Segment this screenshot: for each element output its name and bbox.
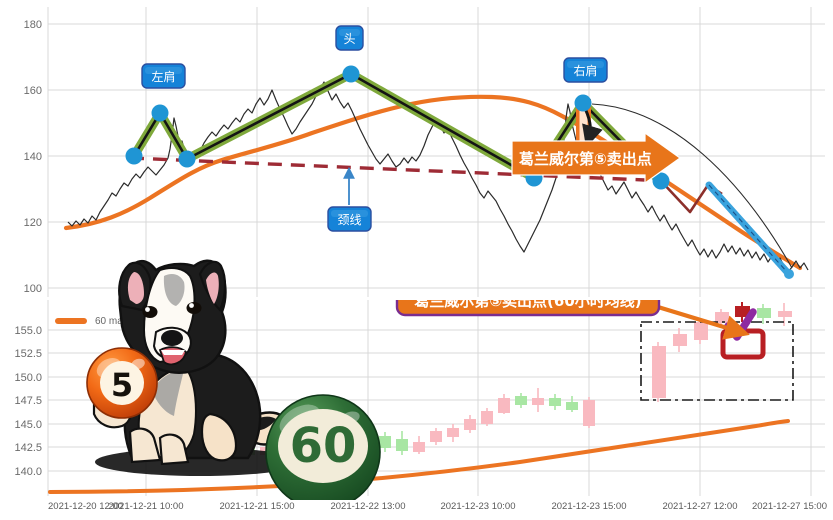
candle xyxy=(498,394,510,414)
upper-pattern-chart: 180 160 140 120 100 xyxy=(24,7,825,297)
tag-left-shoulder: 左肩 xyxy=(141,63,186,89)
dog-shoulder-patch xyxy=(152,370,184,416)
projection-arc xyxy=(591,103,793,269)
x-axis-labels: 2021-12-20 12:00 2021-12-21 10:00 2021-1… xyxy=(48,501,827,512)
tag-head: 头 xyxy=(335,25,364,51)
lower-candle-chart: 155.0 152.5 150.0 147.5 145.0 142.5 140.… xyxy=(14,300,825,496)
candle xyxy=(396,431,408,455)
candle xyxy=(430,428,442,445)
candle xyxy=(379,432,391,452)
ball-five-number: 5 xyxy=(111,366,133,404)
sell-point-callout-label: 葛兰威尔第⑤卖出点(60小时均线) xyxy=(413,300,641,310)
dot-head xyxy=(342,65,360,83)
candle xyxy=(757,304,771,324)
candle xyxy=(549,394,561,410)
candle xyxy=(481,408,493,426)
lower-ytick-1475: 147.5 xyxy=(14,395,42,407)
xtick-label-7: 2021-12-27 15:00 xyxy=(752,501,827,512)
tag-left-shoulder-label: 左肩 xyxy=(151,69,175,84)
xtick-label-4: 2021-12-23 10:00 xyxy=(440,501,515,512)
xtick-label-3: 2021-12-22 13:00 xyxy=(330,501,405,512)
lower-ytick-145: 145.0 xyxy=(14,419,42,431)
lower-legend: 60 ma xyxy=(55,316,123,327)
upper-ytick-100: 100 xyxy=(24,283,42,295)
dog-front-leg-right xyxy=(158,433,190,466)
highlight-region-box xyxy=(640,321,794,401)
candle xyxy=(532,388,544,412)
candle xyxy=(515,393,527,408)
xtick-label-5: 2021-12-23 15:00 xyxy=(551,501,626,512)
dot-left-trough-1 xyxy=(125,147,143,165)
candle xyxy=(447,424,459,442)
lower-ytick-140: 140.0 xyxy=(14,466,42,478)
dot-breakdown xyxy=(652,172,670,190)
lower-ma-line xyxy=(48,419,790,494)
ball-five: 5 xyxy=(86,347,158,419)
legend-label-60ma: 60 ma xyxy=(95,316,123,327)
callout-pointer-arrow xyxy=(657,304,750,340)
sell-point-banner: 葛兰威尔第⑤卖出点 xyxy=(511,131,682,185)
decline-arrow-head xyxy=(784,269,794,279)
ball-sixty: 60 xyxy=(265,394,381,500)
xtick-label-0: 2021-12-20 12:00 xyxy=(48,501,123,512)
candle xyxy=(652,342,666,402)
dog-eyes xyxy=(142,302,202,318)
lower-ytick-1425: 142.5 xyxy=(14,442,42,454)
neckline-dashed xyxy=(129,156,646,182)
dog-teeth xyxy=(161,350,185,355)
dog-forehead-patch xyxy=(163,274,185,306)
dog-ear-inner-left xyxy=(127,272,144,304)
tag-right-shoulder-label: 右肩 xyxy=(573,63,597,78)
lower-ytick-155: 155.0 xyxy=(14,325,42,337)
upper-ma-line xyxy=(63,94,803,271)
candle xyxy=(464,415,476,433)
dog-rear-leg xyxy=(200,412,238,462)
candle xyxy=(673,328,687,352)
sell-point-callout: 葛兰威尔第⑤卖出点(60小时均线) xyxy=(395,300,661,317)
upper-ytick-140: 140 xyxy=(24,151,42,163)
legend-swatch-60ma xyxy=(55,318,87,324)
dog-nose xyxy=(161,330,183,346)
dog-front-leg-left xyxy=(128,427,162,464)
upper-ytick-160: 160 xyxy=(24,85,42,97)
tag-right-shoulder: 右肩 xyxy=(563,57,608,83)
decline-arrow-dash xyxy=(708,184,788,273)
upper-y-axis: 180 160 140 120 100 xyxy=(24,19,42,295)
lower-ytick-150: 150.0 xyxy=(14,372,42,384)
xtick-label-2: 2021-12-21 15:00 xyxy=(219,501,294,512)
dot-left-trough-2 xyxy=(178,150,196,168)
dot-right-shoulder xyxy=(574,94,592,112)
lower-y-axis: 155.0 152.5 150.0 147.5 145.0 142.5 140.… xyxy=(14,325,42,478)
upper-ytick-120: 120 xyxy=(24,217,42,229)
xtick-label-1: 2021-12-21 10:00 xyxy=(108,501,183,512)
candle xyxy=(413,436,425,454)
dog-ear-inner-right xyxy=(206,272,219,304)
lower-ytick-1525: 152.5 xyxy=(14,348,42,360)
mascot-artwork: 5 60 xyxy=(86,259,381,500)
tag-neckline-label: 颈线 xyxy=(337,213,361,227)
ball-sixty-number: 60 xyxy=(290,418,357,474)
tag-neckline: 颈线 xyxy=(327,206,372,232)
tag-head-label: 头 xyxy=(343,32,355,46)
xtick-label-6: 2021-12-27 12:00 xyxy=(662,501,737,512)
upper-price-line xyxy=(67,81,809,273)
candle-series xyxy=(226,302,792,459)
dot-left-shoulder xyxy=(151,104,169,122)
candle xyxy=(583,397,595,428)
upper-ytick-180: 180 xyxy=(24,19,42,31)
candle xyxy=(566,396,578,412)
sell-point-banner-label: 葛兰威尔第⑤卖出点 xyxy=(518,150,652,168)
